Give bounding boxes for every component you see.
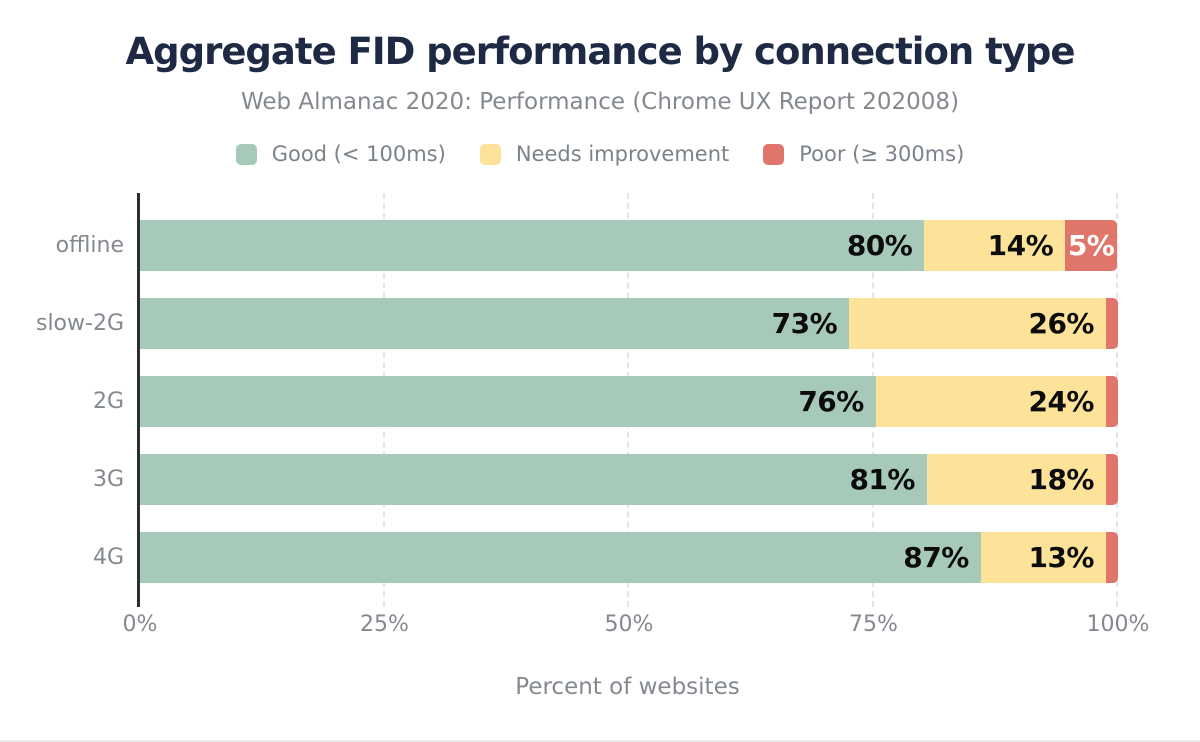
legend-item-needs-improvement: Needs improvement (479, 142, 730, 166)
bar-segment-needs-improvement: 14% (924, 220, 1066, 271)
x-axis-tick-25: 25% (360, 612, 409, 637)
bar-value-label: 24% (1028, 385, 1094, 418)
bar-value-label: 73% (771, 307, 838, 340)
bar-segment-poor (1106, 298, 1118, 349)
bar-segment-poor (1106, 376, 1118, 427)
bar-value-label: 14% (987, 229, 1054, 262)
bar-segment-poor: 5% (1065, 220, 1117, 271)
legend-swatch-icon (479, 143, 501, 165)
x-axis-tick-0: 0% (122, 612, 158, 637)
legend-item-good: Good (< 100ms) (235, 142, 446, 166)
plot-area: 80% 14% 5% 73% 26% 76% 24% 81% 18% 87% 13% (137, 193, 1118, 607)
x-axis-tick-50: 50% (604, 612, 654, 637)
bar-segment-poor (1106, 532, 1118, 583)
y-axis-label-3G: 3G (92, 467, 124, 492)
legend-item-label: Good (< 100ms) (271, 142, 446, 166)
bar-row-2G: 76% 24% (140, 376, 1118, 427)
y-axis-label-slow-2G: slow-2G (35, 311, 124, 336)
y-axis-labels: offline slow-2G 2G 3G 4G (0, 193, 124, 607)
x-axis-tick-75: 75% (849, 612, 898, 637)
y-axis-label-2G: 2G (92, 389, 124, 414)
x-axis-title: Percent of websites (515, 674, 740, 700)
bar-row-offline: 80% 14% 5% (140, 220, 1118, 271)
bar-segment-good: 80% (140, 220, 925, 271)
bar-segment-good: 76% (140, 376, 876, 427)
bar-segment-needs-improvement: 13% (980, 532, 1106, 583)
bar-segment-good: 87% (140, 532, 981, 583)
plot-inner: 80% 14% 5% 73% 26% 76% 24% 81% 18% 87% 13% (140, 193, 1118, 607)
bar-segment-needs-improvement: 18% (926, 454, 1106, 505)
bar-value-label: 18% (1028, 463, 1094, 496)
legend-item-label: Poor (≥ 300ms) (799, 142, 965, 166)
y-axis-label-offline: offline (55, 233, 124, 258)
legend: Good (< 100ms) Needs improvement Poor (≥ 3… (0, 142, 1200, 166)
bar-row-4G: 87% 13% (140, 532, 1118, 583)
y-axis-label-4G: 4G (92, 545, 124, 570)
bar-value-label: 80% (846, 229, 913, 262)
bar-row-3G: 81% 18% (140, 454, 1118, 505)
bar-value-label: 13% (1028, 541, 1094, 574)
bar-segment-needs-improvement: 24% (875, 376, 1106, 427)
x-axis-ticks: 0% 25% 50% 75% 100% (123, 612, 1150, 642)
bar-value-label: 87% (903, 541, 969, 574)
legend-item-label: Needs improvement (515, 142, 730, 166)
chart-title: Aggregate FID performance by connection … (125, 30, 1075, 73)
bar-segment-good: 81% (140, 454, 927, 505)
bar-value-label: 5% (1067, 229, 1115, 262)
bar-segment-poor (1106, 454, 1118, 505)
bar-row-slow-2G: 73% 26% (140, 298, 1118, 349)
bar-segment-good: 73% (140, 298, 850, 349)
bar-value-label: 81% (849, 463, 915, 496)
bar-segment-needs-improvement: 26% (849, 298, 1106, 349)
legend-swatch-icon (235, 143, 257, 165)
chart-subtitle: Web Almanac 2020: Performance (Chrome UX… (240, 89, 960, 115)
bar-value-label: 26% (1028, 307, 1094, 340)
x-axis-tick-100: 100% (1086, 612, 1150, 637)
bar-value-label: 76% (798, 385, 864, 418)
legend-swatch-icon (763, 143, 785, 165)
legend-item-poor: Poor (≥ 300ms) (763, 142, 964, 166)
